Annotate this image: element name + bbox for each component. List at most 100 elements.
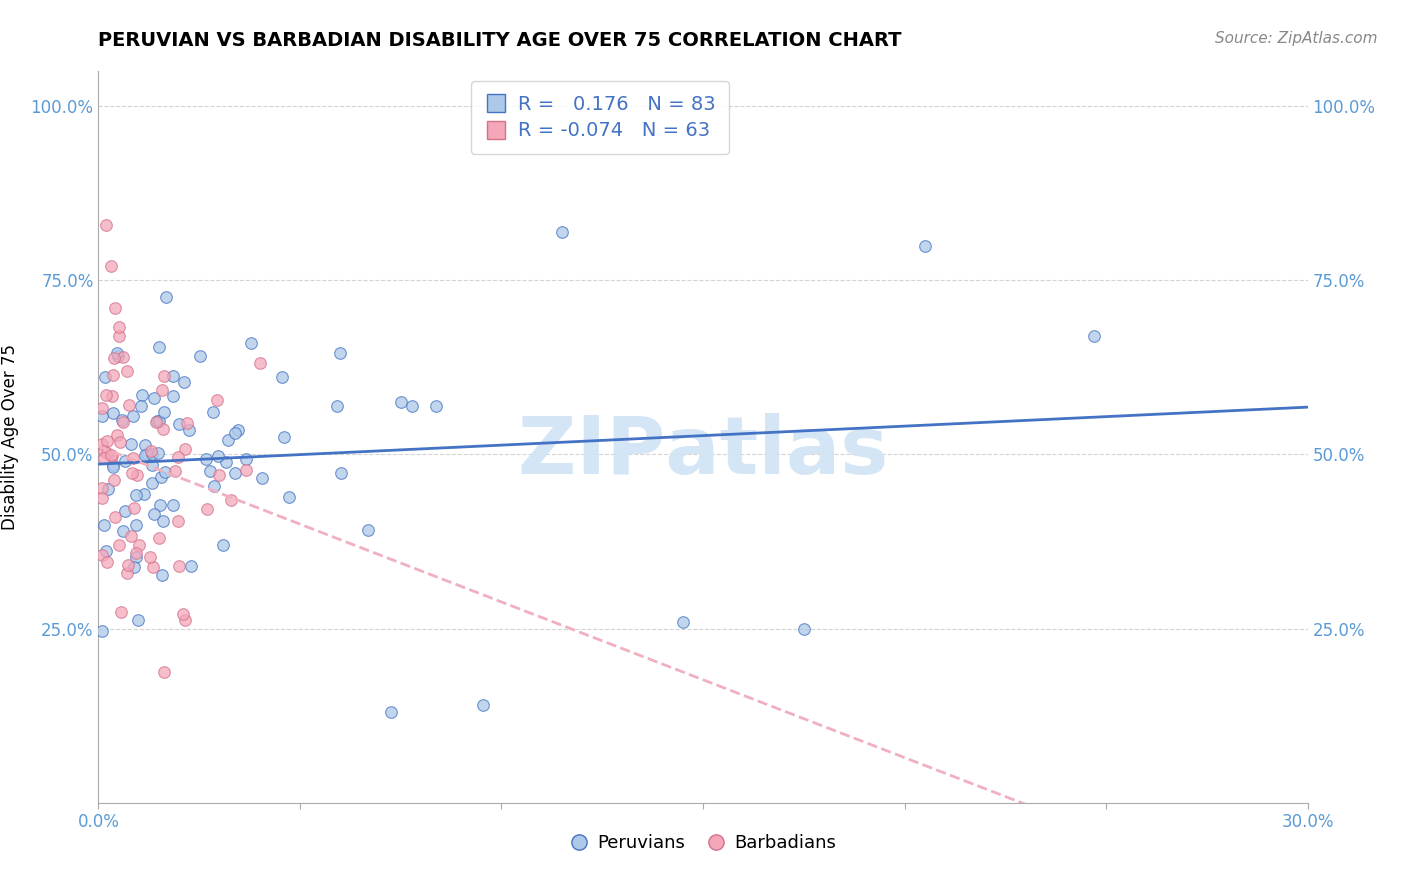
Point [107,349,129,363]
Point [93,443,115,458]
Point [226,423,249,437]
Point [93,518,115,533]
Point [125,546,148,560]
Point [162,498,184,512]
Point [389,395,412,409]
Point [97,482,120,496]
Point [224,466,246,480]
Point [141,443,163,458]
Point [115,566,138,580]
Point [105,346,128,360]
Point [101,368,124,383]
Point [152,383,174,397]
Point [224,425,246,440]
Point [103,459,125,474]
Point [152,665,174,680]
Point [145,416,167,430]
Point [107,538,129,552]
Point [425,399,447,413]
Point [174,613,197,627]
Point [107,329,129,343]
Point [139,550,162,565]
Point [329,346,352,360]
Point [117,558,139,573]
Point [141,458,163,472]
Point [100,448,122,462]
Point [108,434,131,449]
Point [120,529,142,543]
Point [128,538,150,552]
Point [167,514,190,528]
Point [142,392,165,406]
Point [329,467,352,481]
Point [152,514,174,528]
Point [124,488,146,502]
Point [148,531,170,545]
Point [273,430,295,444]
Point [672,615,695,629]
Point [217,433,239,447]
Point [111,350,134,364]
Point [131,388,153,402]
Point [141,475,163,490]
Point [149,499,172,513]
Point [205,393,228,408]
Point [198,464,221,478]
Point [107,320,129,334]
Point [124,560,146,574]
Point [252,471,274,485]
Point [148,340,170,354]
Point [103,509,125,524]
Point [129,399,152,413]
Point [91,482,114,496]
Point [91,436,114,450]
Legend: Peruvians, Barbadians: Peruvians, Barbadians [562,827,844,860]
Point [148,446,170,460]
Point [124,518,146,533]
Point [143,507,166,521]
Point [380,705,402,719]
Point [180,559,202,574]
Point [150,470,173,484]
Point [173,376,195,390]
Point [135,447,157,461]
Point [103,351,125,365]
Point [91,409,114,424]
Point [152,368,174,383]
Point [188,350,211,364]
Point [96,555,118,569]
Point [120,437,142,451]
Point [96,434,118,449]
Point [215,454,238,468]
Point [110,605,132,619]
Point [100,388,122,402]
Point [249,356,271,370]
Text: ZIP​atlas: ZIP​atlas [517,413,889,491]
Point [401,399,423,413]
Point [100,449,122,463]
Point [100,260,122,274]
Point [118,398,141,412]
Point [153,404,176,418]
Point [101,406,124,420]
Y-axis label: Disability Age Over 75: Disability Age Over 75 [1,344,20,530]
Point [141,447,163,461]
Point [125,550,148,565]
Point [167,450,190,464]
Point [208,468,231,483]
Point [112,415,135,429]
Point [177,423,200,437]
Point [127,614,149,628]
Point [142,560,165,574]
Point [176,416,198,430]
Point [155,290,177,304]
Text: PERUVIAN VS BARBADIAN DISABILITY AGE OVER 75 CORRELATION CHART: PERUVIAN VS BARBADIAN DISABILITY AGE OVE… [98,31,901,50]
Point [471,698,494,713]
Point [152,422,174,436]
Point [212,538,235,552]
Point [101,458,124,472]
Point [167,417,190,431]
Point [134,437,156,451]
Point [94,388,117,402]
Point [277,490,299,504]
